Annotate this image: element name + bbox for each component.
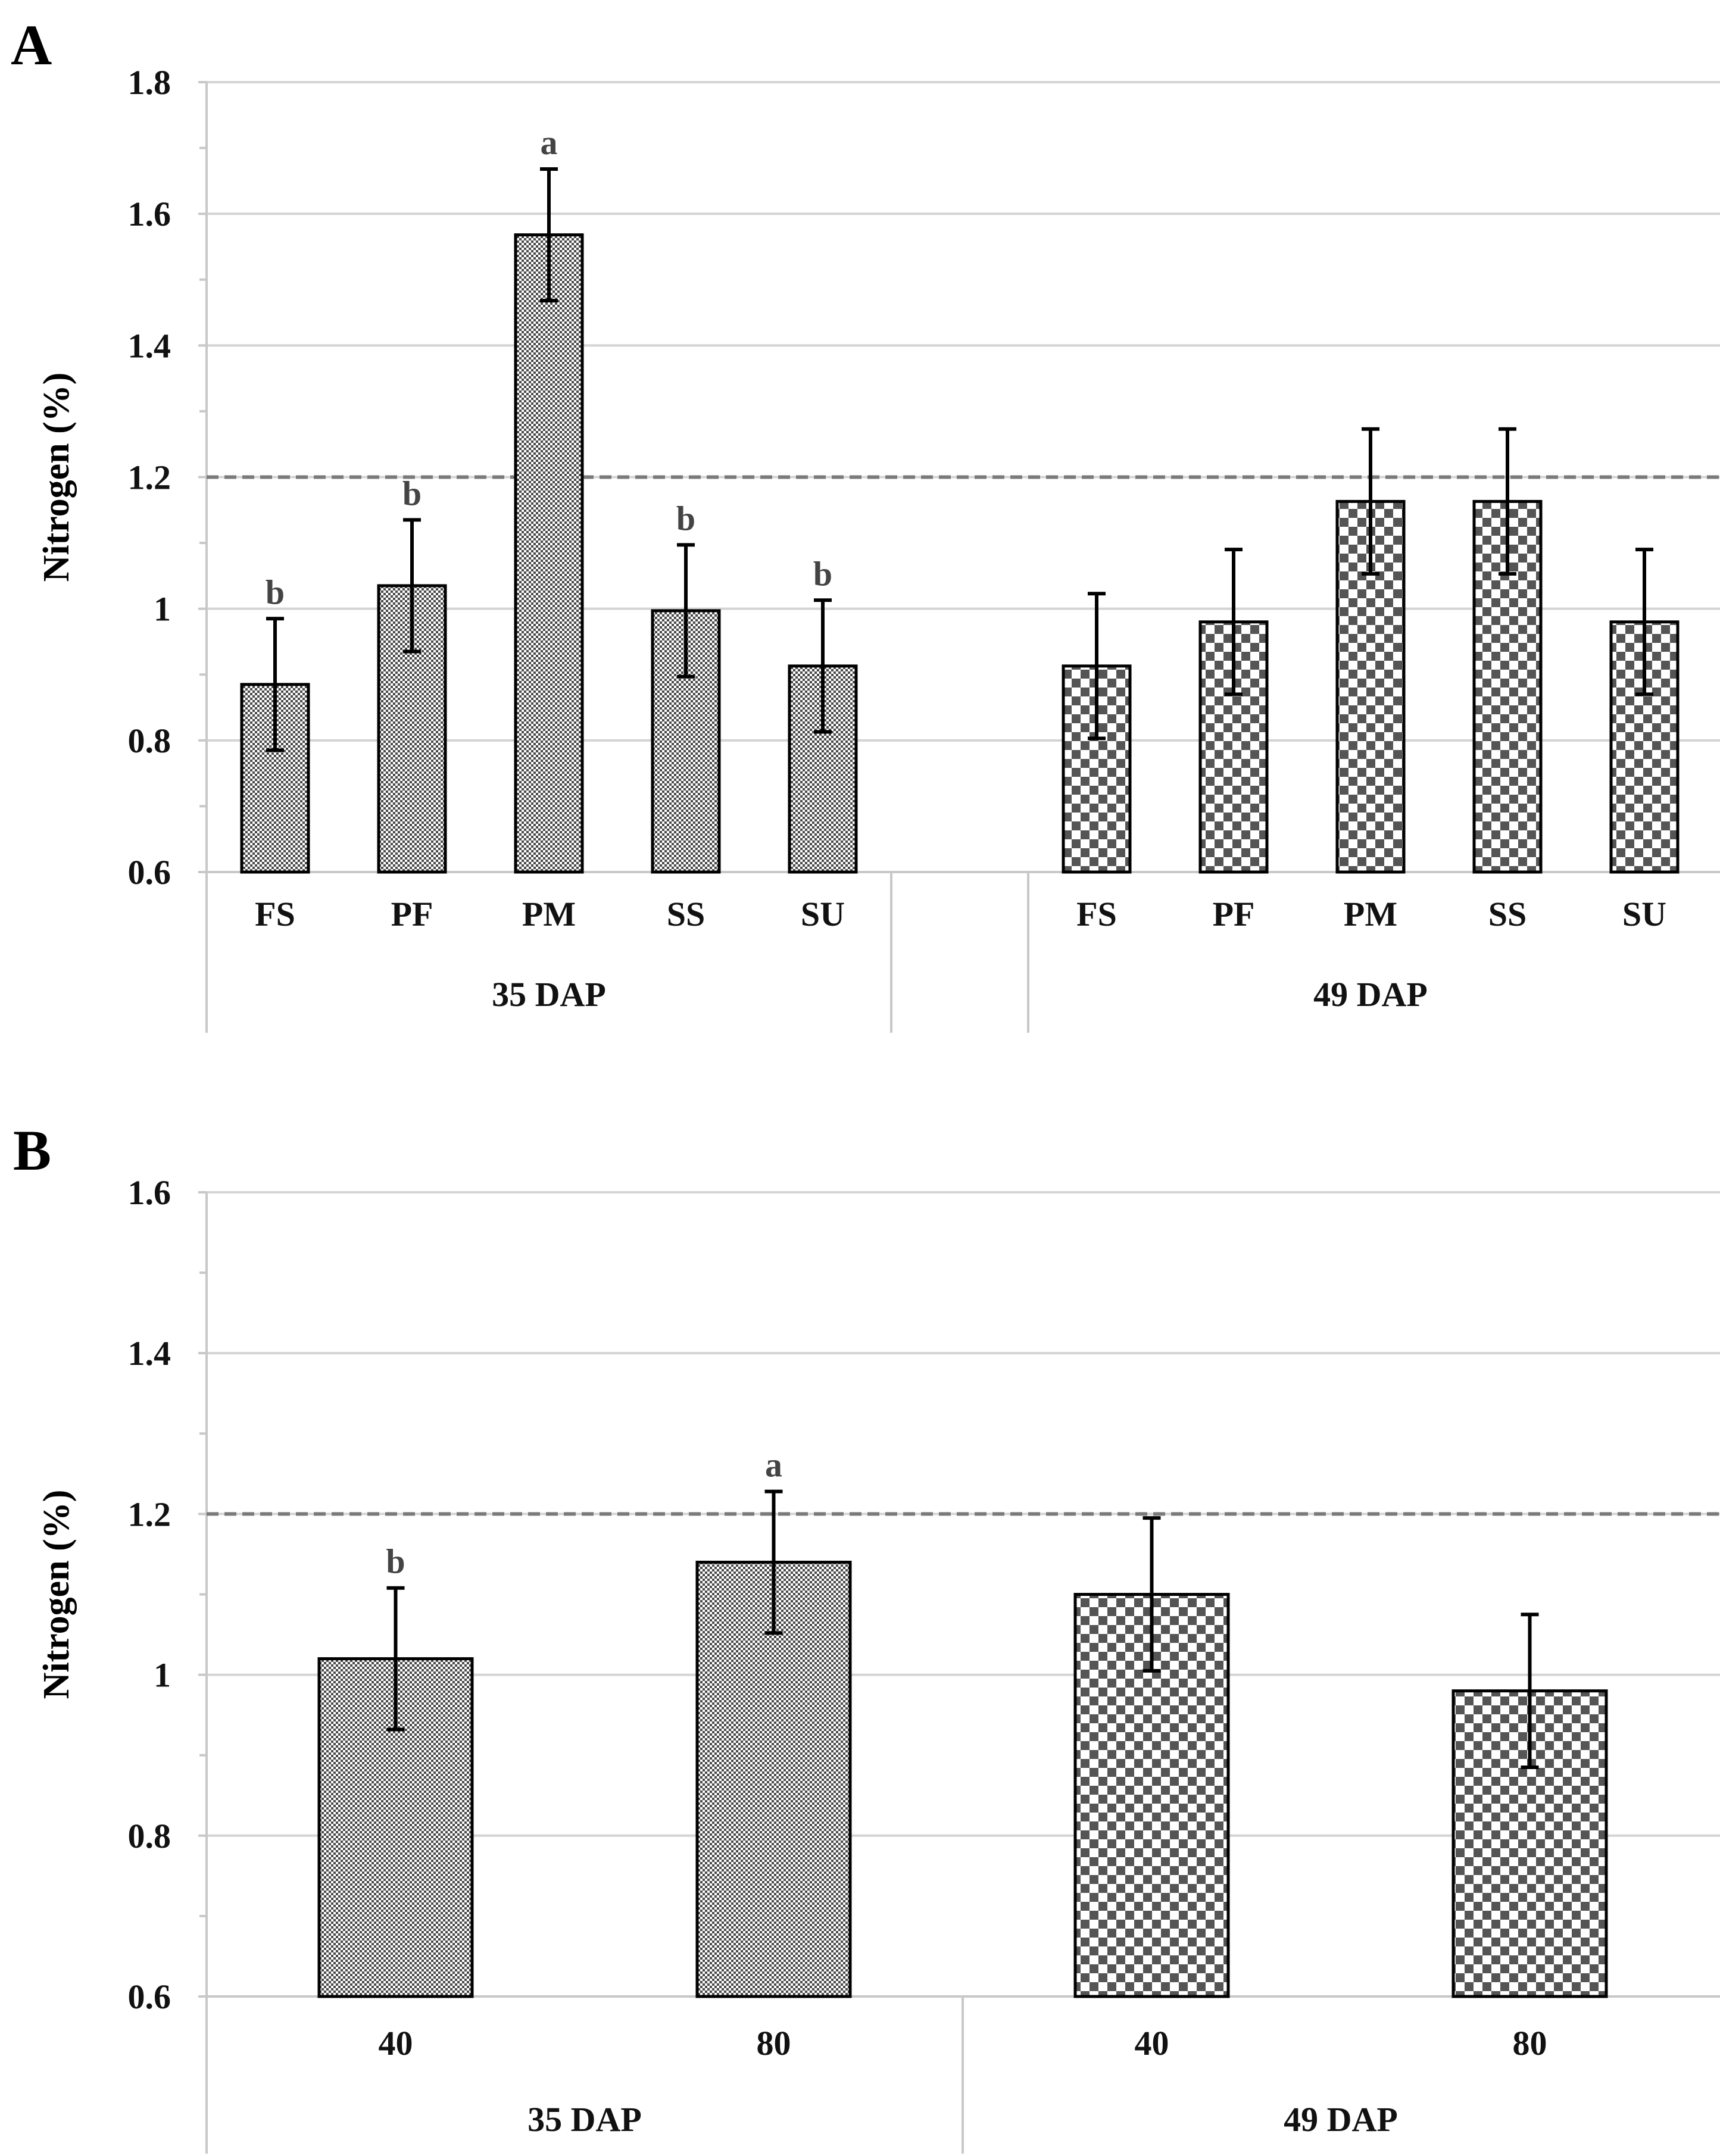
- bar: [514, 233, 584, 874]
- x-category-label: SS: [1488, 895, 1527, 933]
- y-tick-label: 1.6: [128, 195, 171, 233]
- significance-letter: b: [402, 474, 422, 513]
- y-tick-label: 1.4: [128, 1334, 171, 1373]
- significance-letter: a: [765, 1446, 782, 1485]
- x-category-label: 40: [379, 2024, 413, 2063]
- x-group-label: 49 DAP: [1313, 975, 1428, 1014]
- panel-label: B: [13, 1118, 51, 1182]
- panel-a: A 0.6 0.8 1 1.2 1.4 1.6 1.8 Nitrogen (%) b FS b PF a P…: [11, 13, 1720, 1033]
- x-group-label: 35 DAP: [492, 975, 606, 1014]
- significance-letter: b: [386, 1542, 405, 1581]
- y-tick-label: 1.2: [128, 1495, 171, 1533]
- x-category-label: PF: [1213, 895, 1255, 933]
- panel-b: B 0.6 0.8 1 1.2 1.4 1.6 Nitrogen (%) b 40 a 80 35 DA…: [13, 1118, 1720, 2154]
- y-tick-label: 0.6: [128, 853, 171, 892]
- y-tick-label: 0.8: [128, 721, 171, 760]
- y-tick-label: 1: [154, 1656, 171, 1695]
- panel-label: A: [11, 13, 52, 77]
- significance-letter: b: [813, 554, 832, 593]
- x-category-label: SU: [801, 895, 845, 933]
- y-tick-label: 1.4: [128, 326, 171, 365]
- x-group-label: 49 DAP: [1284, 2100, 1398, 2139]
- x-category-label: PM: [1344, 895, 1397, 933]
- x-group-label: 35 DAP: [527, 2100, 642, 2139]
- x-category-label: PF: [391, 895, 433, 933]
- x-category-label: PM: [522, 895, 576, 933]
- x-category-label: FS: [1076, 895, 1117, 933]
- y-tick-label: 0.8: [128, 1817, 171, 1855]
- y-tick-label: 0.6: [128, 1977, 171, 2016]
- x-category-label: 40: [1135, 2024, 1169, 2063]
- x-category-label: FS: [255, 895, 295, 933]
- significance-letter: b: [676, 499, 695, 538]
- y-tick-label: 1.2: [128, 458, 171, 497]
- y-axis-title: Nitrogen (%): [36, 1490, 77, 1699]
- y-axis-title: Nitrogen (%): [36, 373, 77, 582]
- significance-letter: a: [541, 123, 558, 162]
- y-tick-label: 1.8: [128, 63, 171, 102]
- significance-letter: b: [266, 573, 285, 611]
- x-category-label: 80: [1513, 2024, 1547, 2063]
- x-category-label: 80: [757, 2024, 791, 2063]
- y-tick-label: 1: [154, 590, 171, 629]
- y-tick-label: 1.6: [128, 1173, 171, 1212]
- x-category-label: SS: [667, 895, 706, 933]
- x-category-label: SU: [1622, 895, 1666, 933]
